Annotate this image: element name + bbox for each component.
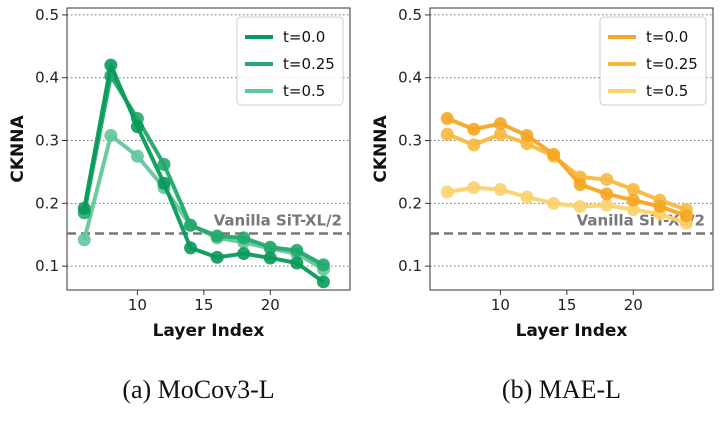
x-axis-label: Layer Index [516, 321, 628, 341]
data-point [130, 120, 144, 134]
data-point [290, 243, 304, 257]
chart-a: 0.1 0.2 0.3 0.4 0.5 10 15 20 Vanilla SiT-XL/2 t=0… [8, 6, 351, 404]
data-point [104, 128, 118, 142]
data-point [547, 147, 561, 161]
x-tick-label: 10 [491, 296, 510, 314]
data-point [77, 201, 91, 215]
data-point [467, 181, 481, 195]
y-axis-label: CKNNA [371, 115, 391, 183]
data-point [573, 177, 587, 191]
chart-b: 0.1 0.2 0.3 0.4 0.5 10 15 20 Vanilla SiT-XL/2 t=0… [371, 6, 714, 404]
data-point [493, 117, 507, 131]
data-point [210, 229, 224, 243]
y-tick-label: 0.4 [35, 69, 59, 87]
y-tick-label: 0.2 [35, 194, 59, 212]
y-tick-label: 0.3 [398, 132, 422, 150]
data-point [493, 183, 507, 197]
data-point [440, 185, 454, 199]
data-point [520, 190, 534, 204]
y-axis-label: CKNNA [8, 115, 28, 183]
y-tick-label: 0.1 [35, 257, 59, 275]
data-point [104, 58, 118, 72]
data-point [290, 256, 304, 270]
caption: (b) MAE-L [502, 375, 621, 404]
data-point [520, 128, 534, 142]
data-point [210, 250, 224, 264]
data-point [600, 198, 614, 212]
data-point [237, 231, 251, 245]
data-point [184, 218, 198, 232]
axes-frame [66, 7, 351, 291]
data-point [263, 251, 277, 265]
data-point [626, 193, 640, 207]
axes-frame [429, 7, 714, 291]
legend-label: t=0.5 [646, 82, 688, 100]
data-point [440, 112, 454, 126]
y-tick-label: 0.4 [398, 69, 422, 87]
legend-label: t=0.25 [646, 55, 698, 73]
data-point [626, 203, 640, 217]
baseline-label: Vanilla SiT-XL/2 [214, 211, 342, 229]
y-tick-label: 0.1 [398, 257, 422, 275]
data-point [467, 138, 481, 152]
data-point [316, 275, 330, 289]
data-point [626, 183, 640, 197]
legend-label: t=0.0 [283, 28, 325, 46]
data-point [130, 149, 144, 163]
series-line-t=0.0 [82, 63, 325, 284]
legend-label: t=0.5 [283, 82, 325, 100]
data-point [316, 258, 330, 272]
series-line-t=0.5 [446, 185, 688, 226]
x-tick-label: 10 [128, 296, 147, 314]
data-point [679, 209, 693, 223]
data-point [653, 199, 667, 213]
x-tick-label: 20 [624, 296, 643, 314]
data-point [237, 247, 251, 261]
data-point [184, 241, 198, 255]
data-point [77, 233, 91, 247]
x-axis-label: Layer Index [153, 321, 265, 341]
y-tick-label: 0.5 [398, 6, 422, 24]
y-tick-label: 0.2 [398, 194, 422, 212]
x-tick-label: 15 [194, 296, 213, 314]
series-line-t=0.0 [446, 116, 688, 218]
data-point [493, 127, 507, 141]
x-tick-label: 15 [557, 296, 576, 314]
data-point [263, 240, 277, 254]
data-point [547, 196, 561, 210]
data-point [157, 176, 171, 190]
x-tick-label: 20 [261, 296, 280, 314]
y-tick-label: 0.5 [35, 6, 59, 24]
baseline-label: Vanilla SiT-XL/2 [577, 211, 705, 229]
legend-label: t=0.0 [646, 28, 688, 46]
data-point [600, 187, 614, 201]
data-point [573, 199, 587, 213]
legend-label: t=0.25 [283, 55, 335, 73]
caption: (a) MoCov3-L [122, 375, 274, 404]
y-tick-label: 0.3 [35, 132, 59, 150]
data-point [600, 172, 614, 186]
data-point [440, 127, 454, 141]
data-point [157, 157, 171, 171]
data-point [467, 122, 481, 136]
